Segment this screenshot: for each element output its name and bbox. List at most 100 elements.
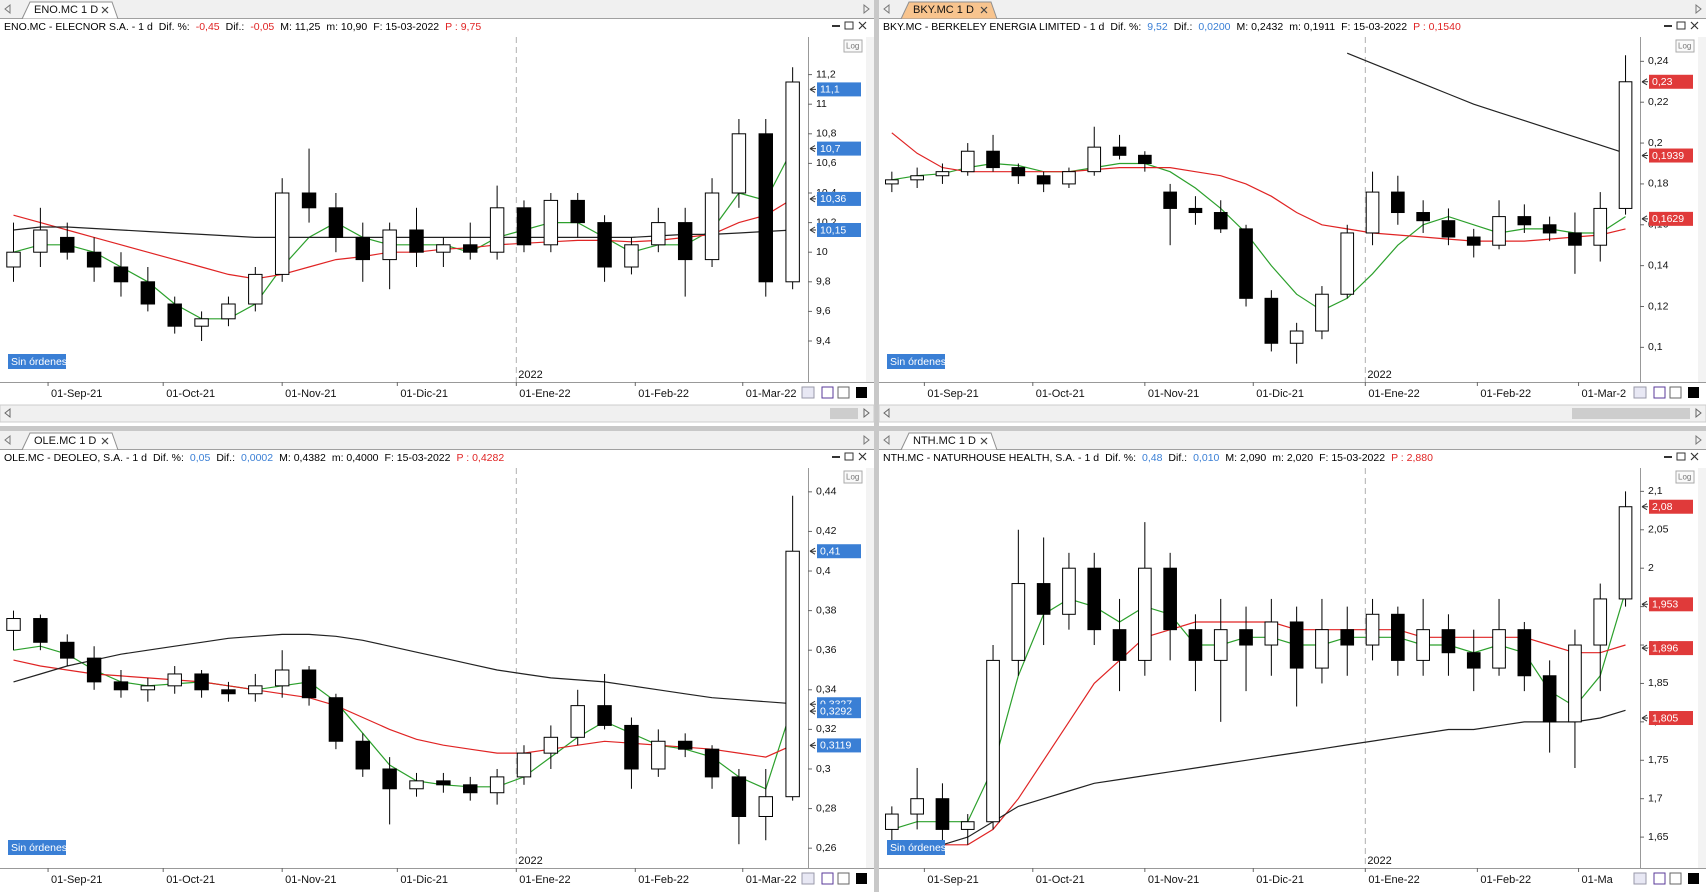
minimize-button[interactable] [832, 25, 840, 27]
candle-body [1289, 621, 1304, 669]
tab-scroll-left[interactable] [4, 3, 11, 15]
panel-background [0, 431, 874, 892]
tab-label: ENO.MC 1 D [34, 4, 98, 16]
candle-body [1163, 191, 1177, 209]
color-icon[interactable] [856, 873, 867, 884]
layout-icon[interactable] [1669, 386, 1682, 399]
price-tag [1649, 74, 1693, 89]
candle-body [489, 776, 505, 794]
price-tag-pointer [1641, 503, 1648, 511]
x-tick-label: 01-Nov-21 [1148, 874, 1199, 886]
log-button[interactable] [1675, 470, 1695, 484]
header-field: 0,010 [1193, 452, 1219, 464]
tab-close[interactable] [980, 437, 988, 445]
scroll-right[interactable] [1695, 407, 1702, 419]
maximize-button[interactable] [844, 21, 854, 30]
header-field: F: 15-03-2022 [373, 21, 439, 33]
candle-body [194, 318, 209, 327]
candle-body [1517, 216, 1532, 226]
axis-icon[interactable] [1633, 872, 1647, 885]
scroll-right[interactable] [863, 407, 870, 419]
save-icon[interactable] [821, 872, 834, 885]
candle-body [1466, 652, 1481, 669]
candle-body [248, 273, 263, 305]
log-button[interactable] [843, 470, 863, 484]
tab-scroll-right[interactable] [1695, 3, 1702, 15]
maximize-button[interactable] [844, 452, 854, 461]
candle-body [624, 244, 639, 268]
axis-icon[interactable] [801, 386, 815, 399]
plot-area [6, 468, 800, 868]
close-button[interactable] [1690, 21, 1699, 30]
candle-body [1618, 81, 1633, 209]
tab-bar [879, 0, 1706, 19]
scroll-left[interactable] [4, 407, 11, 419]
layout-icon[interactable] [837, 872, 850, 885]
price-scrollbar [866, 37, 874, 382]
header-field: Dif.: [1168, 452, 1187, 464]
tab-scroll-left[interactable] [883, 3, 890, 15]
maximize-button[interactable] [1676, 452, 1686, 461]
axis-icon[interactable] [1633, 386, 1647, 399]
tab-close[interactable] [101, 437, 109, 445]
chart-panel: ENO.MC 1 D ENO.MC - ELECNOR S.A. - 1 d Dif… [0, 0, 875, 426]
candle-body [1087, 146, 1102, 173]
y-tick-label: 1,65 [1648, 831, 1669, 843]
x-tick-label: 01-Sep-21 [927, 388, 978, 400]
header-field: M: 11,25 [280, 21, 320, 33]
price-tag [817, 191, 861, 206]
log-button[interactable] [1675, 39, 1695, 53]
layout-icon[interactable] [837, 386, 850, 399]
header-field: F: 15-03-2022 [1319, 452, 1385, 464]
candle-body [382, 768, 397, 790]
y-tick-label: 0,24 [1648, 55, 1669, 67]
close-button[interactable] [858, 452, 867, 461]
header-field: 0,0200 [1198, 21, 1230, 33]
color-icon[interactable] [1688, 873, 1699, 884]
header-field: M: 2,090 [1225, 452, 1266, 464]
price-tag-label: 0,3292 [820, 705, 852, 717]
y-tick-label: 0,18 [1648, 178, 1669, 190]
scrollbar-thumb[interactable] [830, 408, 858, 419]
candle-body [1441, 629, 1456, 654]
plot-area [885, 37, 1633, 382]
candle-body [785, 81, 800, 283]
candle-body [113, 266, 129, 283]
save-icon[interactable] [821, 386, 834, 399]
candle-body [758, 133, 773, 283]
close-button[interactable] [858, 21, 867, 30]
tab-scroll-right[interactable] [863, 3, 870, 15]
minimize-button[interactable] [1664, 25, 1672, 27]
maximize-button[interactable] [1676, 21, 1686, 30]
axis-icon[interactable] [801, 872, 815, 885]
layout-icon[interactable] [1669, 872, 1682, 885]
scroll-left[interactable] [883, 407, 890, 419]
candle-body [1416, 212, 1430, 222]
candle-body [1138, 567, 1152, 661]
candle-body [436, 244, 451, 253]
header-field: OLE.MC - DEOLEO, S.A. - 1 d [4, 452, 147, 464]
candle-body [1365, 613, 1380, 646]
moving-average-line [891, 709, 1626, 854]
y-tick-label: 11 [816, 98, 827, 110]
header-field: Dif. %: [1105, 452, 1136, 464]
tab-scroll-left[interactable] [4, 434, 11, 446]
log-button[interactable] [843, 39, 863, 53]
candle-body [543, 199, 559, 246]
color-icon[interactable] [1688, 387, 1699, 398]
tab-scroll-right[interactable] [863, 434, 870, 446]
close-button[interactable] [1690, 452, 1699, 461]
y-tick-label: 11,2 [816, 68, 836, 80]
candle-body [86, 657, 102, 683]
tab-scroll-right[interactable] [1695, 434, 1702, 446]
candle-body [1163, 567, 1177, 631]
save-icon[interactable] [1653, 872, 1666, 885]
color-icon[interactable] [856, 387, 867, 398]
minimize-button[interactable] [832, 456, 840, 458]
tab-close[interactable] [101, 6, 109, 14]
save-icon[interactable] [1653, 386, 1666, 399]
tab-scroll-left[interactable] [883, 434, 890, 446]
minimize-button[interactable] [1664, 456, 1672, 458]
scrollbar-thumb[interactable] [1572, 408, 1690, 419]
tab-close[interactable] [980, 6, 988, 14]
